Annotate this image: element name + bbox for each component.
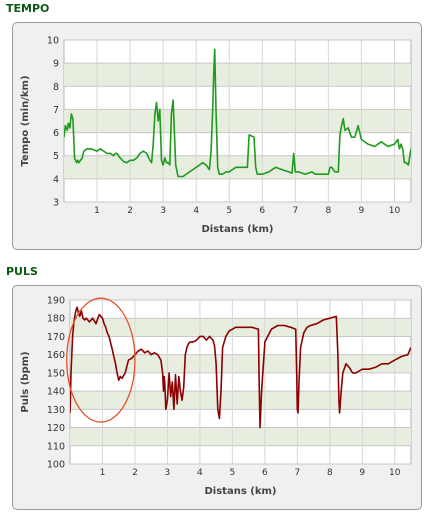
x-tick-label: 1 — [100, 468, 106, 478]
grid-band — [70, 391, 411, 410]
y-tick-label: 120 — [47, 423, 65, 434]
grid-band — [64, 109, 411, 133]
y-tick-label: 7 — [53, 105, 59, 116]
y-tick-label: 180 — [47, 314, 65, 325]
y-tick-label: 8 — [53, 82, 59, 93]
y-tick-label: 5 — [53, 151, 59, 162]
x-tick-label: 5 — [230, 468, 236, 478]
y-tick-label: 100 — [47, 460, 65, 471]
y-tick-label: 3 — [53, 198, 59, 209]
y-tick-label: 9 — [53, 59, 59, 70]
x-tick-label: 8 — [327, 468, 333, 478]
grid-band — [70, 354, 411, 373]
x-tick-label: 2 — [127, 206, 133, 216]
y-tick-label: 4 — [53, 174, 59, 185]
tempo-section-title: TEMPO — [6, 2, 50, 15]
x-tick-label: 9 — [359, 206, 365, 216]
x-tick-label: 3 — [160, 206, 166, 216]
x-tick-label: 7 — [294, 468, 300, 478]
y-axis-label: Puls (bpm) — [20, 351, 31, 412]
x-tick-label: 8 — [326, 206, 332, 216]
puls-section-title: PULS — [6, 265, 38, 278]
y-tick-label: 6 — [53, 128, 59, 139]
x-tick-label: 4 — [197, 468, 203, 478]
series-line — [64, 48, 411, 178]
y-axis-label: Tempo (min/km) — [20, 75, 31, 166]
y-tick-label: 160 — [47, 350, 65, 361]
x-tick-label: 1 — [94, 206, 100, 216]
y-tick-label: 150 — [47, 368, 65, 379]
x-tick-label: 6 — [259, 206, 265, 216]
y-tick-label: 10 — [47, 36, 59, 47]
y-tick-label: 110 — [47, 441, 65, 452]
y-tick-label: 130 — [47, 405, 65, 416]
x-tick-label: 9 — [359, 468, 365, 478]
x-tick-label: 3 — [165, 468, 171, 478]
x-axis-label: Distans (km) — [202, 224, 274, 235]
x-tick-label: 5 — [226, 206, 232, 216]
y-tick-label: 190 — [47, 296, 65, 307]
x-tick-label: 10 — [389, 468, 401, 478]
x-tick-label: 6 — [262, 468, 268, 478]
annotation-ellipse — [66, 297, 136, 423]
series-line — [70, 306, 411, 429]
x-tick-label: 2 — [132, 468, 138, 478]
x-tick-label: 7 — [292, 206, 298, 216]
x-tick-label: 10 — [389, 206, 401, 216]
x-axis-label: Distans (km) — [205, 486, 277, 497]
x-tick-label: 4 — [193, 206, 199, 216]
grid-band — [70, 427, 411, 446]
y-tick-label: 170 — [47, 332, 65, 343]
grid-band — [64, 63, 411, 87]
y-tick-label: 140 — [47, 387, 65, 398]
